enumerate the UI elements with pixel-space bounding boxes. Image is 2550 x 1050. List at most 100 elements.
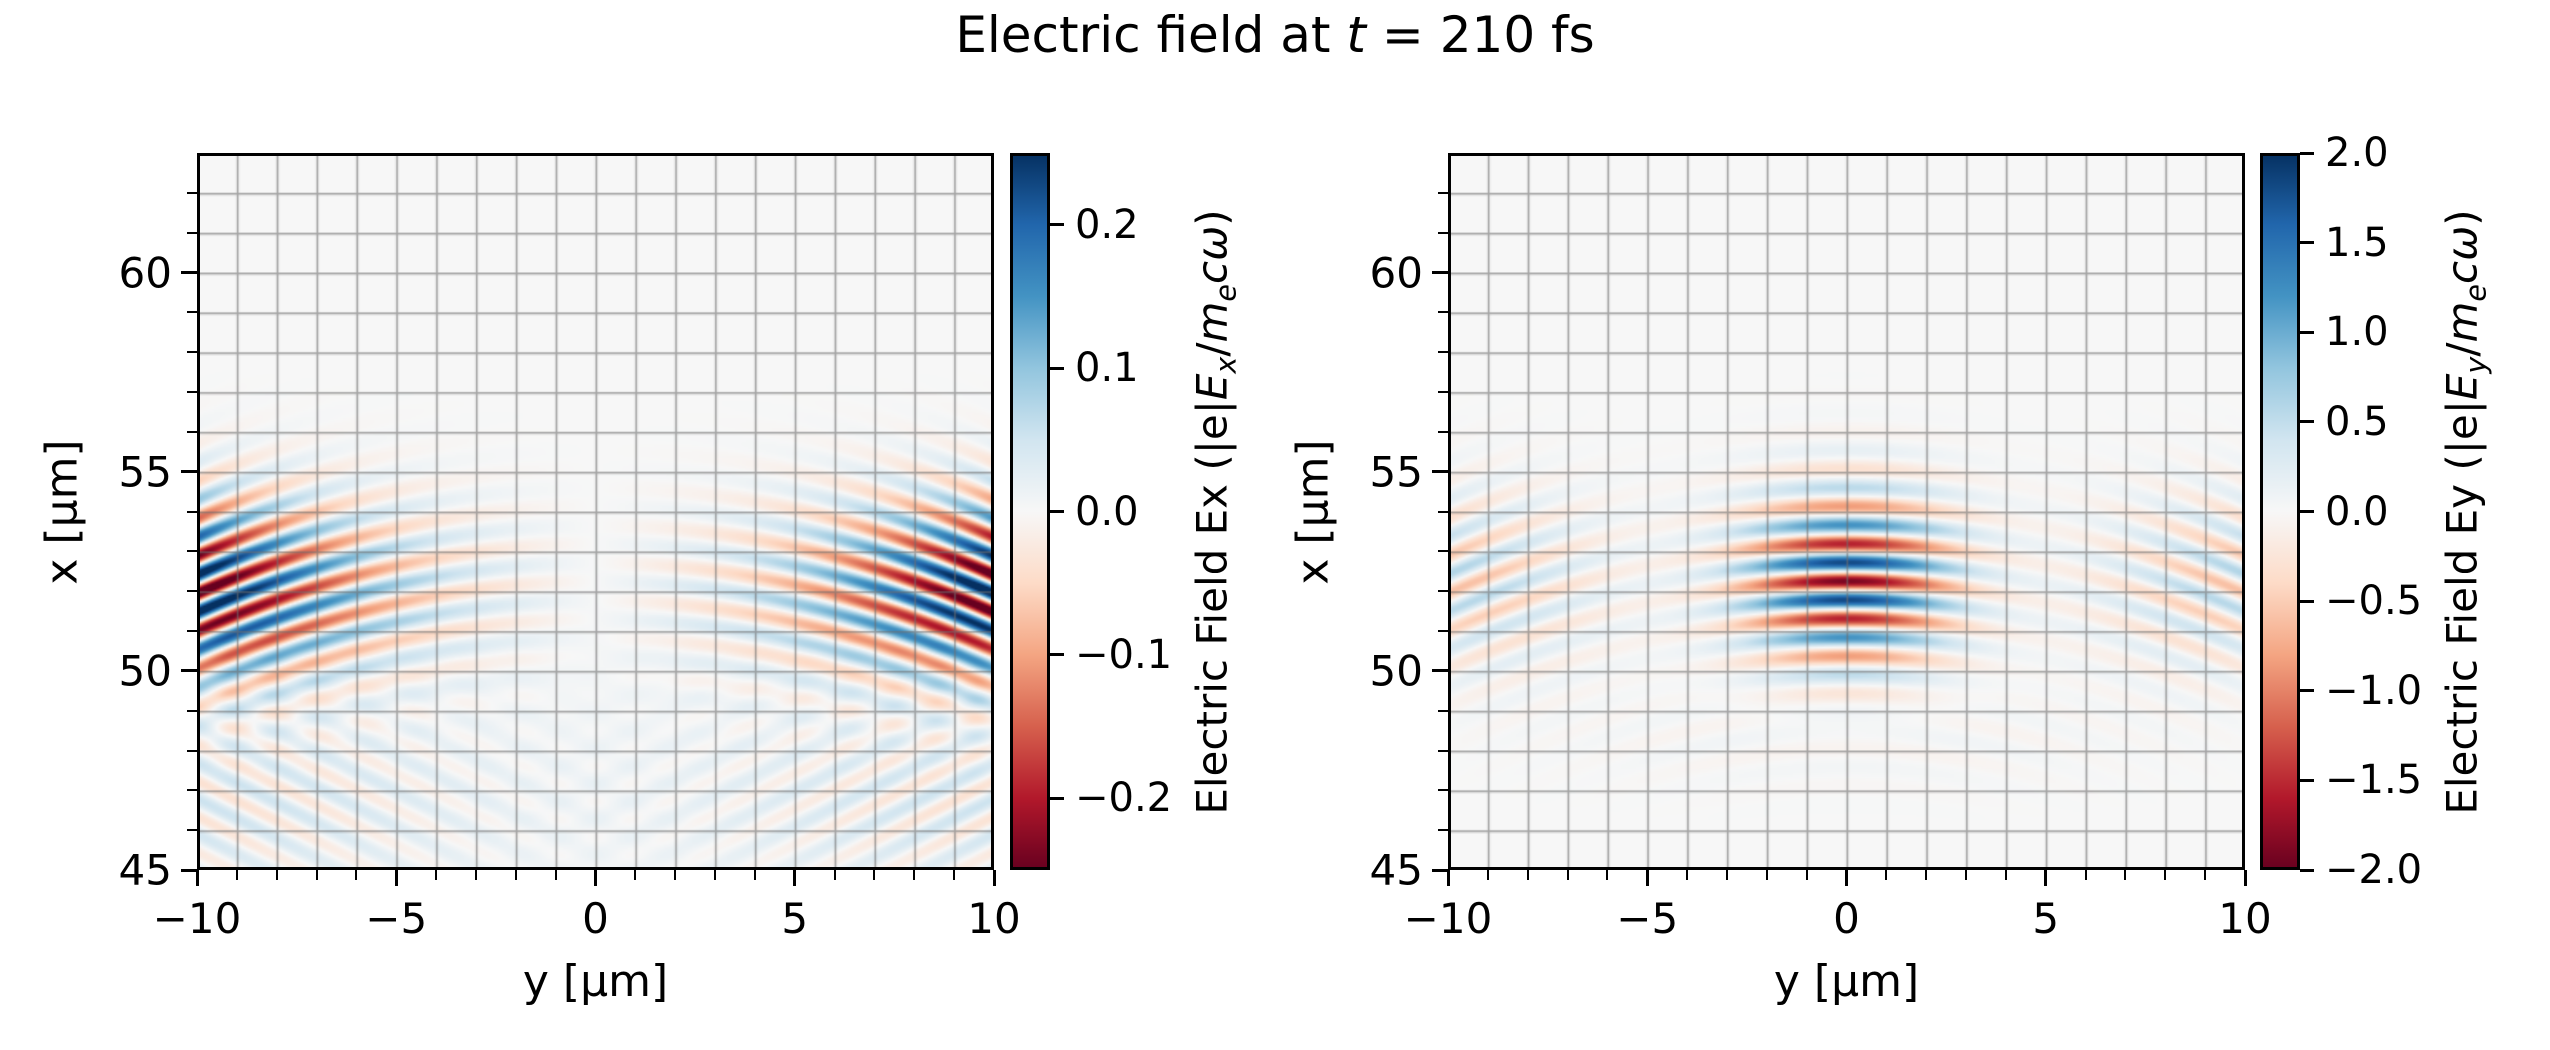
y-minor-tick: [1438, 590, 1448, 593]
colorbar-tick-label: −2.0: [2325, 847, 2423, 893]
colorbar-tick: [2300, 510, 2314, 513]
x-tick-label: −5: [365, 894, 428, 943]
y-tick-label: 50: [118, 646, 172, 696]
x-minor-tick: [315, 870, 318, 880]
x-minor-tick: [1925, 870, 1928, 880]
x-minor-tick: [1526, 870, 1529, 880]
y-minor-tick: [187, 311, 197, 314]
y-tick-label: 60: [118, 248, 172, 297]
colorbar-tick-label: 0.5: [2325, 398, 2389, 445]
colorbar-tick: [1050, 796, 1064, 800]
y-minor-tick: [187, 550, 197, 553]
x-minor-tick: [953, 870, 956, 880]
x-minor-tick: [634, 870, 637, 880]
y-minor-tick: [187, 749, 197, 752]
x-major-tick: [2044, 870, 2048, 886]
ex-heatmap-canvas: [197, 153, 994, 870]
x-minor-tick: [2124, 870, 2127, 880]
x-minor-tick: [1606, 870, 1609, 880]
x-minor-tick: [235, 870, 238, 880]
x-minor-tick: [1725, 870, 1728, 880]
y-minor-tick: [1438, 430, 1448, 433]
x-major-tick: [1845, 870, 1848, 886]
colorbar-tick-label: −0.2: [1075, 775, 1173, 822]
ex-field-axes: y [μm] x [μm] −10 −5 0 5 10 45 50 55 60: [37, 153, 1021, 1007]
x-minor-tick: [1566, 870, 1569, 880]
x-tick-label: 0: [582, 894, 609, 943]
ey-field-axes: y [μm] x [μm] −10 −5 0 5 10 45 50 55 60: [1288, 153, 2272, 1007]
figure-title: Electric field at t = 210 fs: [955, 6, 1595, 64]
x-minor-tick: [1805, 870, 1808, 880]
x-major-tick: [195, 870, 199, 886]
colorbar-tick: [2300, 868, 2314, 872]
ey-x-axis-label: y [μm]: [1773, 956, 1920, 1007]
y-minor-tick: [1438, 510, 1448, 513]
y-minor-tick: [187, 430, 197, 433]
x-minor-tick: [714, 870, 717, 880]
y-tick-label: 55: [118, 447, 172, 497]
y-minor-tick: [1438, 630, 1448, 632]
y-minor-tick: [187, 789, 197, 792]
y-minor-tick: [1438, 709, 1448, 712]
y-minor-tick: [1438, 231, 1448, 234]
ex-x-axis-label: y [μm]: [522, 956, 669, 1007]
x-major-tick: [1645, 870, 1649, 886]
x-minor-tick: [2004, 870, 2007, 880]
ey-colorbar-gradient: [2260, 153, 2300, 870]
x-minor-tick: [2084, 870, 2087, 880]
x-major-tick: [992, 870, 996, 886]
y-minor-tick: [187, 590, 197, 593]
y-minor-tick: [187, 630, 197, 632]
x-major-tick: [2243, 870, 2247, 886]
x-minor-tick: [1486, 870, 1489, 880]
x-minor-tick: [514, 870, 517, 880]
colorbar-tick-label: 0.2: [1075, 201, 1139, 248]
y-minor-tick: [187, 391, 197, 393]
y-minor-tick: [187, 709, 197, 712]
y-minor-tick: [1438, 351, 1448, 354]
colorbar-tick: [2300, 778, 2314, 782]
colorbar-tick-label: 2.0: [2325, 130, 2389, 176]
ey-heatmap-canvas: [1448, 153, 2245, 870]
y-tick-label: 45: [1369, 845, 1423, 895]
x-minor-tick: [913, 870, 916, 880]
colorbar-tick: [2300, 330, 2314, 334]
y-major-tick: [1432, 470, 1448, 474]
colorbar-tick: [2300, 151, 2314, 155]
y-minor-tick: [187, 510, 197, 513]
colorbar-tick: [1050, 223, 1064, 227]
x-minor-tick: [1765, 870, 1768, 880]
y-major-tick: [181, 470, 197, 474]
colorbar-tick-label: 0.1: [1075, 345, 1139, 392]
colorbar-tick: [2300, 599, 2314, 603]
x-tick-label: 5: [2032, 894, 2060, 943]
colorbar-tick: [2300, 420, 2314, 424]
colorbar-tick-label: −1.5: [2325, 757, 2423, 804]
x-minor-tick: [753, 870, 756, 880]
y-tick-label: 45: [118, 845, 172, 895]
x-minor-tick: [2204, 870, 2207, 880]
y-major-tick: [181, 669, 197, 673]
x-major-tick: [394, 870, 398, 886]
colorbar-tick-label: −0.5: [2325, 578, 2423, 625]
y-minor-tick: [1438, 311, 1448, 314]
y-tick-label: 55: [1369, 447, 1423, 497]
x-minor-tick: [833, 870, 836, 880]
y-major-tick: [1432, 669, 1448, 673]
colorbar-tick-label: −0.1: [1075, 631, 1173, 678]
y-tick-label: 60: [1369, 248, 1423, 297]
x-minor-tick: [554, 870, 557, 880]
x-tick-label: −5: [1616, 894, 1679, 943]
x-major-tick: [793, 870, 797, 886]
x-minor-tick: [873, 870, 876, 880]
y-major-tick: [1432, 271, 1448, 274]
colorbar-tick: [1050, 366, 1064, 370]
x-major-tick: [594, 870, 597, 886]
y-minor-tick: [1438, 749, 1448, 752]
x-minor-tick: [474, 870, 477, 880]
x-tick-label: 10: [967, 894, 1021, 943]
x-minor-tick: [1965, 870, 1968, 880]
x-minor-tick: [435, 870, 438, 880]
colorbar-tick: [1050, 510, 1064, 513]
